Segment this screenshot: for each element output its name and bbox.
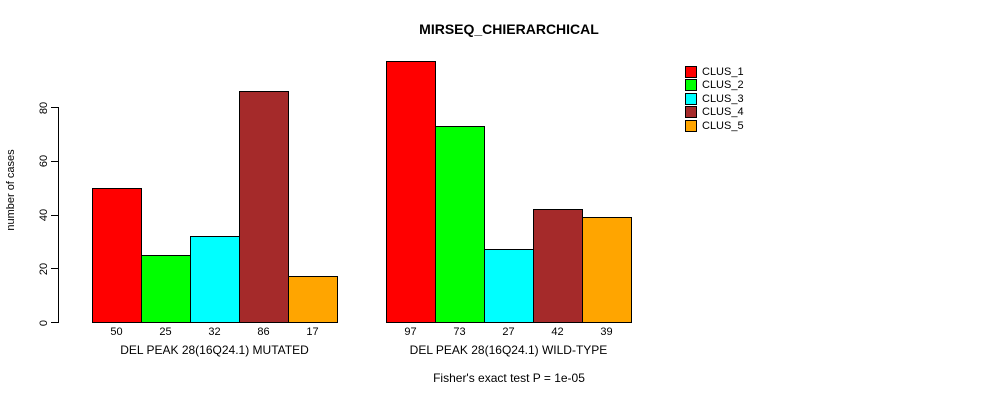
bar-clus_2-group1 bbox=[141, 255, 191, 323]
y-axis-tick bbox=[51, 160, 58, 162]
bar-value-label: 73 bbox=[453, 326, 466, 338]
y-axis-tick bbox=[51, 322, 58, 323]
y-axis-tick bbox=[51, 268, 58, 270]
bar-value-label: 50 bbox=[110, 326, 123, 338]
bar-clus_4-group2 bbox=[533, 209, 583, 323]
bar-value-label: 25 bbox=[159, 326, 172, 338]
y-axis-title: number of cases bbox=[5, 149, 17, 231]
legend-label-clus_3: CLUS_3 bbox=[702, 92, 744, 105]
bar-clus_3-group1 bbox=[190, 236, 240, 323]
bar-clus_5-group1 bbox=[288, 276, 338, 323]
bar-value-label: 97 bbox=[404, 326, 417, 338]
legend-swatch-clus_5 bbox=[685, 119, 697, 132]
chart-title: MIRSEQ_CHIERARCHICAL bbox=[419, 21, 599, 37]
y-axis-tick bbox=[51, 214, 58, 216]
y-axis-tick-label: 40 bbox=[38, 208, 50, 222]
legend-label-clus_5: CLUS_5 bbox=[702, 119, 744, 132]
legend-label-clus_1: CLUS_1 bbox=[702, 66, 744, 78]
y-axis-tick bbox=[51, 107, 58, 108]
y-axis-line bbox=[58, 107, 59, 323]
bar-clus_2-group2 bbox=[435, 126, 485, 323]
x-axis-group-label: DEL PEAK 28(16Q24.1) WILD-TYPE bbox=[409, 343, 608, 357]
bar-clus_1-group1 bbox=[92, 188, 142, 323]
bar-clus_1-group2 bbox=[386, 61, 436, 323]
bar-clus_4-group1 bbox=[239, 91, 289, 323]
bar-value-label: 27 bbox=[502, 326, 515, 338]
y-axis-tick-label: 20 bbox=[38, 262, 50, 275]
x-axis-group-label: DEL PEAK 28(16Q24.1) MUTATED bbox=[120, 343, 309, 357]
y-axis-tick-label: 0 bbox=[38, 319, 50, 326]
bar-clus_5-group2 bbox=[582, 217, 632, 323]
legend-label-clus_4: CLUS_4 bbox=[702, 106, 744, 119]
legend-swatch-clus_2 bbox=[685, 79, 697, 92]
bar-value-label: 17 bbox=[306, 326, 319, 338]
y-axis-tick-label: 60 bbox=[38, 155, 50, 168]
legend-label-clus_2: CLUS_2 bbox=[702, 79, 744, 92]
bar-value-label: 32 bbox=[208, 326, 221, 338]
legend-swatch-clus_1 bbox=[685, 66, 697, 78]
legend-swatch-clus_3 bbox=[685, 92, 697, 105]
bar-value-label: 39 bbox=[600, 326, 613, 338]
bar-clus_3-group2 bbox=[484, 249, 534, 323]
annotation-text: Fisher's exact test P = 1e-05 bbox=[433, 371, 585, 385]
legend-swatch-clus_4 bbox=[685, 106, 697, 119]
bar-value-label: 42 bbox=[551, 326, 564, 338]
y-axis-tick-label: 80 bbox=[38, 101, 50, 114]
bar-value-label: 86 bbox=[257, 326, 270, 338]
